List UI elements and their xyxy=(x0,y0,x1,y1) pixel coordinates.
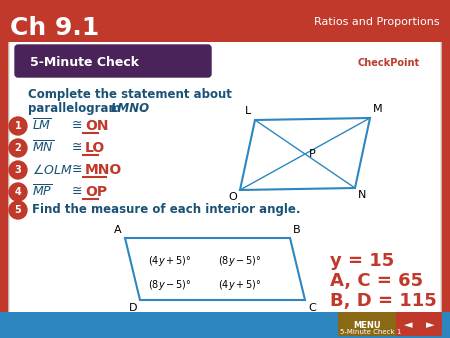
Text: y = 15: y = 15 xyxy=(330,252,394,270)
Text: Find the measure of each interior angle.: Find the measure of each interior angle. xyxy=(32,203,301,217)
Text: Ratios and Proportions: Ratios and Proportions xyxy=(315,17,440,27)
Text: ≅: ≅ xyxy=(72,186,82,198)
Text: 5-Minute Check 1: 5-Minute Check 1 xyxy=(340,329,401,335)
Text: ≅: ≅ xyxy=(72,142,82,154)
Text: LMNO: LMNO xyxy=(111,102,150,115)
Text: $\angle OLM$: $\angle OLM$ xyxy=(32,163,72,177)
Text: $(8y - 5)°$: $(8y - 5)°$ xyxy=(148,278,192,292)
Text: ON: ON xyxy=(85,119,108,133)
Text: ≅: ≅ xyxy=(72,120,82,132)
Text: L: L xyxy=(245,106,251,116)
Text: A, C = 65: A, C = 65 xyxy=(330,272,423,290)
Text: $(8y - 5)°$: $(8y - 5)°$ xyxy=(218,254,261,268)
FancyBboxPatch shape xyxy=(15,45,211,77)
Text: C: C xyxy=(308,303,316,313)
Text: A: A xyxy=(114,225,122,235)
FancyBboxPatch shape xyxy=(418,312,442,336)
Text: 2: 2 xyxy=(14,143,22,153)
Text: .: . xyxy=(142,102,147,115)
Text: ►: ► xyxy=(426,320,434,330)
Text: $\overline{LM}$: $\overline{LM}$ xyxy=(32,118,52,134)
Text: 3: 3 xyxy=(14,165,22,175)
Text: 4: 4 xyxy=(14,187,22,197)
Circle shape xyxy=(9,201,27,219)
Circle shape xyxy=(9,117,27,135)
Text: B: B xyxy=(293,225,301,235)
Text: Complete the statement about: Complete the statement about xyxy=(28,88,232,101)
Text: $(4y + 5)°$: $(4y + 5)°$ xyxy=(218,278,261,292)
Bar xyxy=(0,0,450,42)
Text: M: M xyxy=(373,104,382,114)
Circle shape xyxy=(9,139,27,157)
Text: 5: 5 xyxy=(14,205,22,215)
Text: 1: 1 xyxy=(14,121,22,131)
Text: Ch 9.1: Ch 9.1 xyxy=(10,16,99,40)
Text: O: O xyxy=(228,192,237,202)
Text: $(4y + 5)°$: $(4y + 5)°$ xyxy=(148,254,192,268)
Text: D: D xyxy=(129,303,137,313)
Text: MNO: MNO xyxy=(85,163,122,177)
FancyBboxPatch shape xyxy=(9,39,441,328)
Text: B, D = 115: B, D = 115 xyxy=(330,292,437,310)
Circle shape xyxy=(9,183,27,201)
Text: parallelogram: parallelogram xyxy=(28,102,125,115)
Text: ◄: ◄ xyxy=(404,320,412,330)
Text: CheckPoint: CheckPoint xyxy=(358,58,420,68)
Bar xyxy=(0,312,450,338)
Text: P: P xyxy=(309,149,316,159)
Text: 5-Minute Check: 5-Minute Check xyxy=(30,56,139,70)
Text: OP: OP xyxy=(85,185,107,199)
Circle shape xyxy=(9,161,27,179)
Text: $\overline{MN}$: $\overline{MN}$ xyxy=(32,140,54,156)
Text: LO: LO xyxy=(85,141,105,155)
Text: ≅: ≅ xyxy=(72,164,82,176)
Text: MENU: MENU xyxy=(353,320,381,330)
Text: $\overline{MP}$: $\overline{MP}$ xyxy=(32,184,52,200)
FancyBboxPatch shape xyxy=(396,312,420,336)
FancyBboxPatch shape xyxy=(338,312,397,336)
Text: N: N xyxy=(358,190,366,200)
